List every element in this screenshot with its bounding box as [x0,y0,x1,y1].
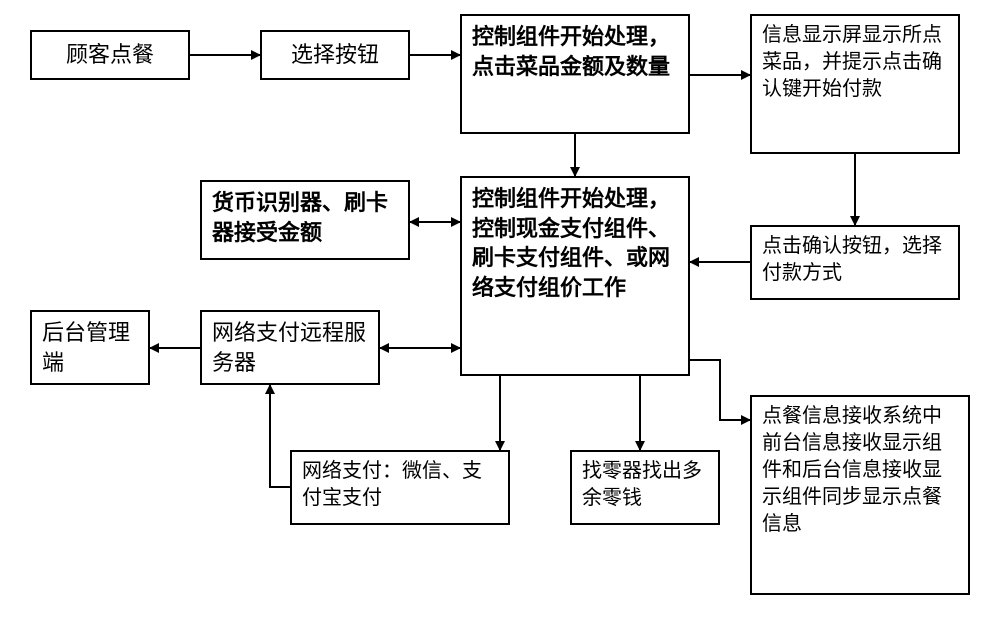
node-n9: 网络支付远程服务器 [200,310,380,385]
node-label: 货币识别器、刷卡器接受金额 [212,188,398,247]
node-n2: 选择按钮 [260,30,410,80]
node-label: 网络支付远程服务器 [212,318,368,377]
edge-n6-n12 [690,360,750,420]
node-n5: 货币识别器、刷卡器接受金额 [200,180,410,260]
node-n10: 网络支付：微信、支付宝支付 [290,450,510,525]
node-n8: 后台管理端 [30,310,150,385]
node-n3: 控制组件开始处理，点击菜品金额及数量 [460,14,690,134]
node-n1: 顾客点餐 [30,30,190,80]
node-label: 点餐信息接收系统中前台信息接收显示组件和后台信息接收显示组件同步显示点餐信息 [762,403,958,538]
node-n6: 控制组件开始处理，控制现金支付组件、刷卡支付组件、或网络支付组价工作 [460,176,690,376]
node-label: 选择按钮 [291,40,379,70]
node-label: 网络支付：微信、支付宝支付 [302,458,498,512]
flowchart-canvas: 顾客点餐 选择按钮 控制组件开始处理，点击菜品金额及数量 信息显示屏显示所点菜品，并提… [0,0,1000,621]
node-label: 顾客点餐 [66,40,154,70]
node-label: 控制组件开始处理，点击菜品金额及数量 [472,22,678,81]
node-n12: 点餐信息接收系统中前台信息接收显示组件和后台信息接收显示组件同步显示点餐信息 [750,395,970,595]
node-label: 控制组件开始处理，控制现金支付组件、刷卡支付组件、或网络支付组价工作 [472,184,678,303]
node-label: 找零器找出多余零钱 [582,458,708,512]
edge-n10-n9 [270,385,290,487]
node-n11: 找零器找出多余零钱 [570,450,720,525]
node-label: 后台管理端 [42,318,138,377]
node-n7: 点击确认按钮，选择付款方式 [750,225,960,300]
node-label: 信息显示屏显示所点菜品，并提示点击确认键开始付款 [762,22,948,103]
node-n4: 信息显示屏显示所点菜品，并提示点击确认键开始付款 [750,14,960,154]
node-label: 点击确认按钮，选择付款方式 [762,233,948,287]
